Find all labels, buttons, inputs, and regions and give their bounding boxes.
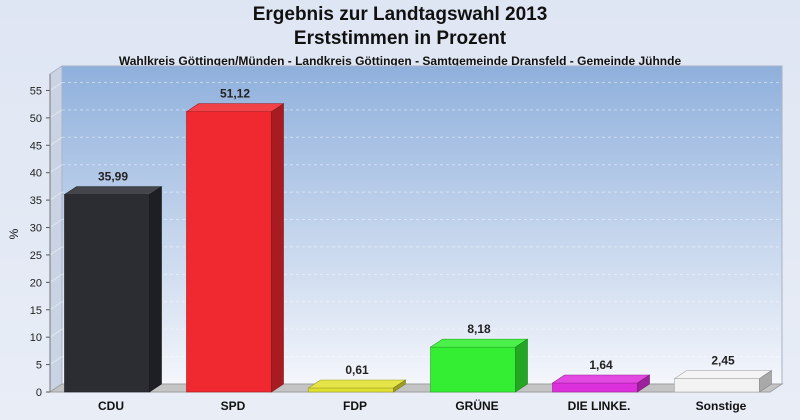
gridline-side bbox=[49, 328, 63, 338]
bar-fdp bbox=[307, 379, 407, 393]
data-label: 1,64 bbox=[589, 358, 613, 372]
data-label: 2,45 bbox=[711, 354, 735, 368]
chart-title-line2: Erststimmen in Prozent bbox=[293, 28, 507, 49]
bar-top bbox=[551, 374, 651, 384]
x-tick-label: CDU bbox=[98, 399, 124, 413]
gridline-side bbox=[49, 219, 63, 228]
gridline-side bbox=[49, 356, 63, 366]
gridline-side bbox=[49, 82, 63, 91]
y-tick-label: 30 bbox=[30, 223, 42, 235]
gridline-side bbox=[49, 109, 63, 119]
bar-side bbox=[393, 379, 406, 393]
bar-top bbox=[63, 186, 163, 195]
y-tick-label: 25 bbox=[30, 250, 42, 262]
y-tick-label: 10 bbox=[30, 332, 42, 344]
gridline-side bbox=[49, 246, 63, 256]
y-tick-label: 55 bbox=[30, 85, 42, 97]
x-tick-label: FDP bbox=[343, 399, 367, 413]
chart-subtitle: Wahlkreis Göttingen/Münden - Landkreis G… bbox=[118, 54, 682, 68]
y-tick-label: 20 bbox=[30, 277, 42, 289]
plot-side-wall bbox=[49, 65, 63, 393]
bar-top bbox=[307, 379, 407, 389]
bar-gr-ne bbox=[429, 338, 529, 393]
y-axis-label: % bbox=[7, 228, 21, 239]
gridline-side bbox=[49, 301, 63, 311]
y-tick-label: 5 bbox=[36, 360, 42, 372]
gridline-side bbox=[49, 136, 63, 146]
bar-front bbox=[64, 194, 150, 393]
gridline-side bbox=[49, 273, 63, 283]
bar-side bbox=[759, 370, 772, 393]
x-tick-label: Sonstige bbox=[696, 399, 747, 413]
bar-spd bbox=[185, 103, 285, 393]
bar-front bbox=[552, 382, 638, 393]
bar-front bbox=[430, 346, 516, 393]
x-tick-label: DIE LINKE. bbox=[568, 399, 631, 413]
bar-front bbox=[308, 387, 394, 393]
bar-side bbox=[271, 103, 284, 393]
y-tick-label: 35 bbox=[30, 195, 42, 207]
x-tick-label: GRÜNE bbox=[455, 398, 498, 413]
x-tick-label: SPD bbox=[221, 399, 246, 413]
bar-top bbox=[185, 103, 285, 113]
y-tick-label: 50 bbox=[30, 113, 42, 125]
y-tick-label: 0 bbox=[36, 387, 42, 399]
bar-top bbox=[673, 370, 773, 379]
data-label: 35,99 bbox=[98, 170, 128, 184]
y-tick-label: 40 bbox=[30, 168, 42, 180]
bar-side bbox=[637, 374, 650, 393]
gridline-side bbox=[49, 191, 63, 201]
data-label: 51,12 bbox=[220, 87, 250, 101]
data-label: 8,18 bbox=[467, 322, 491, 336]
y-tick-label: 15 bbox=[30, 305, 42, 317]
gridline-side bbox=[49, 164, 63, 174]
bar-side bbox=[515, 338, 528, 393]
bar-cdu bbox=[63, 186, 163, 393]
data-label: 0,61 bbox=[345, 363, 369, 377]
plot-background bbox=[61, 65, 783, 385]
bar-die-linke bbox=[551, 374, 651, 393]
bar-front bbox=[674, 378, 760, 393]
bar-top bbox=[429, 338, 529, 348]
bar-front bbox=[186, 111, 272, 393]
bar-side bbox=[149, 186, 162, 393]
bar-sonstige bbox=[673, 370, 773, 393]
chart-title: Ergebnis zur Landtagswahl 2013 bbox=[252, 4, 548, 25]
y-tick-label: 45 bbox=[30, 140, 42, 152]
